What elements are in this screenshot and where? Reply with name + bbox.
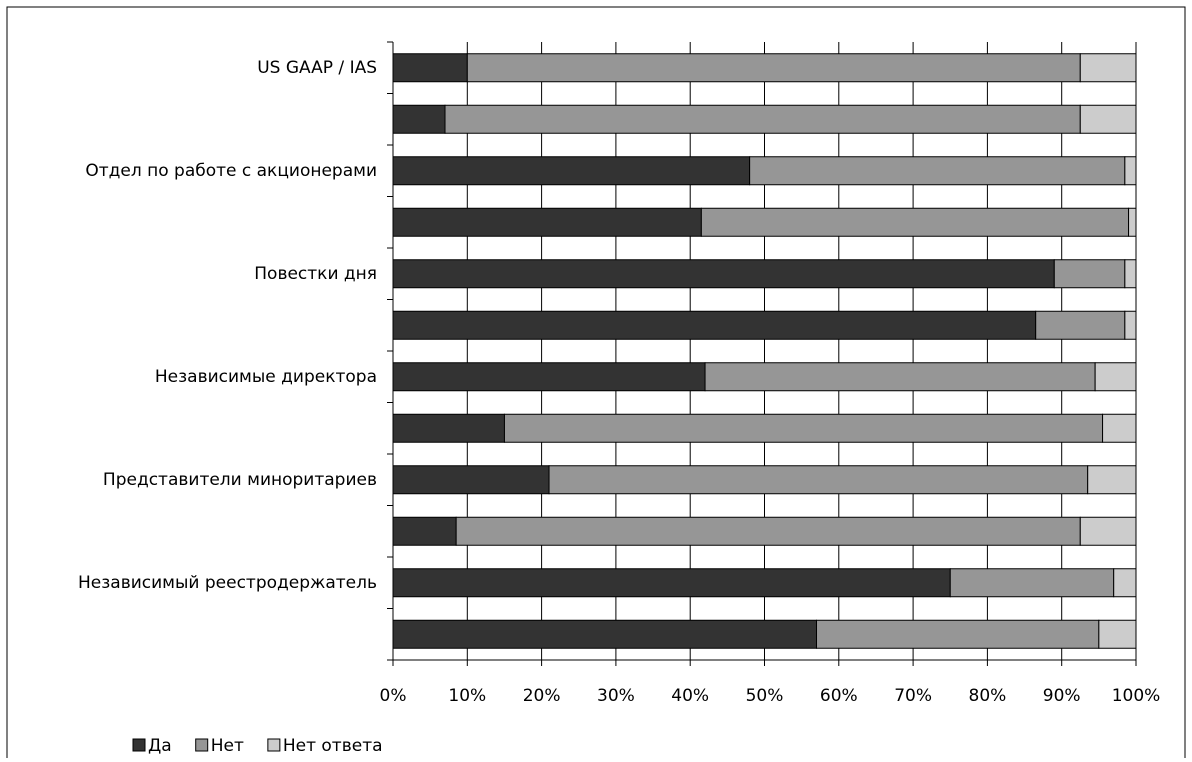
- bar-segment: [1053, 259, 1126, 289]
- bar-segment: [548, 465, 1089, 495]
- x-tick-label: 70%: [894, 686, 932, 706]
- x-tick-label: 60%: [820, 686, 858, 706]
- bar-segment: [392, 310, 1037, 340]
- bar-segment: [392, 156, 751, 186]
- bar-segment: [455, 516, 1081, 546]
- bar-segment: [392, 104, 446, 134]
- bar-segment: [949, 568, 1115, 598]
- x-tick-label: 20%: [523, 686, 561, 706]
- bar-segment: [392, 413, 505, 443]
- y-tick-label: Независимый реестродержатель: [78, 573, 377, 593]
- y-tick-label: Представители миноритариев: [103, 470, 377, 490]
- bar-segment: [1098, 619, 1137, 649]
- y-tick-label: Отдел по работе с акционерами: [85, 161, 377, 181]
- chart-frame: [6, 6, 1186, 762]
- bar-segment: [444, 104, 1081, 134]
- bar-segment: [392, 516, 457, 546]
- x-tick-label: 0%: [380, 686, 407, 706]
- bar-segment: [392, 619, 818, 649]
- bar-segment: [1113, 568, 1137, 598]
- bar-segment: [392, 465, 550, 495]
- legend-label: Да: [148, 736, 172, 756]
- bar-segment: [1102, 413, 1137, 443]
- bar-segment: [1094, 362, 1137, 392]
- bar-segment: [1079, 516, 1137, 546]
- bar-segment: [816, 619, 1100, 649]
- x-tick-label: 10%: [448, 686, 486, 706]
- legend-swatch: [132, 738, 146, 752]
- bar-segment: [503, 413, 1104, 443]
- y-tick-label: Независимые директора: [155, 367, 377, 387]
- x-tick-label: 90%: [1043, 686, 1081, 706]
- bar-segment: [392, 362, 706, 392]
- bar-segment: [749, 156, 1126, 186]
- bar-segment: [1079, 104, 1137, 134]
- y-tick-label: Повестки дня: [254, 264, 377, 284]
- bar-segment: [466, 53, 1081, 83]
- bar-segment: [704, 362, 1096, 392]
- bar-segment: [392, 568, 951, 598]
- x-tick-label: 50%: [746, 686, 784, 706]
- bar-segment: [1124, 156, 1137, 186]
- legend-swatch: [195, 738, 209, 752]
- bar-segment: [392, 207, 702, 237]
- bar-segment: [392, 259, 1055, 289]
- legend-label: Нет ответа: [283, 736, 383, 756]
- x-tick-label: 40%: [671, 686, 709, 706]
- y-tick-label: US GAAP / IAS: [257, 58, 377, 78]
- bar-segment: [392, 53, 468, 83]
- x-tick-label: 30%: [597, 686, 635, 706]
- bar-segment: [1124, 310, 1137, 340]
- bar-segment: [700, 207, 1130, 237]
- bar-segment: [1035, 310, 1126, 340]
- bar-segment: [1124, 259, 1137, 289]
- legend-label: Нет: [211, 736, 244, 756]
- legend-swatch: [267, 738, 281, 752]
- bar-segment: [1128, 207, 1137, 237]
- x-tick-label: 100%: [1112, 686, 1161, 706]
- bar-segment: [1079, 53, 1137, 83]
- x-tick-label: 80%: [969, 686, 1007, 706]
- bar-segment: [1087, 465, 1137, 495]
